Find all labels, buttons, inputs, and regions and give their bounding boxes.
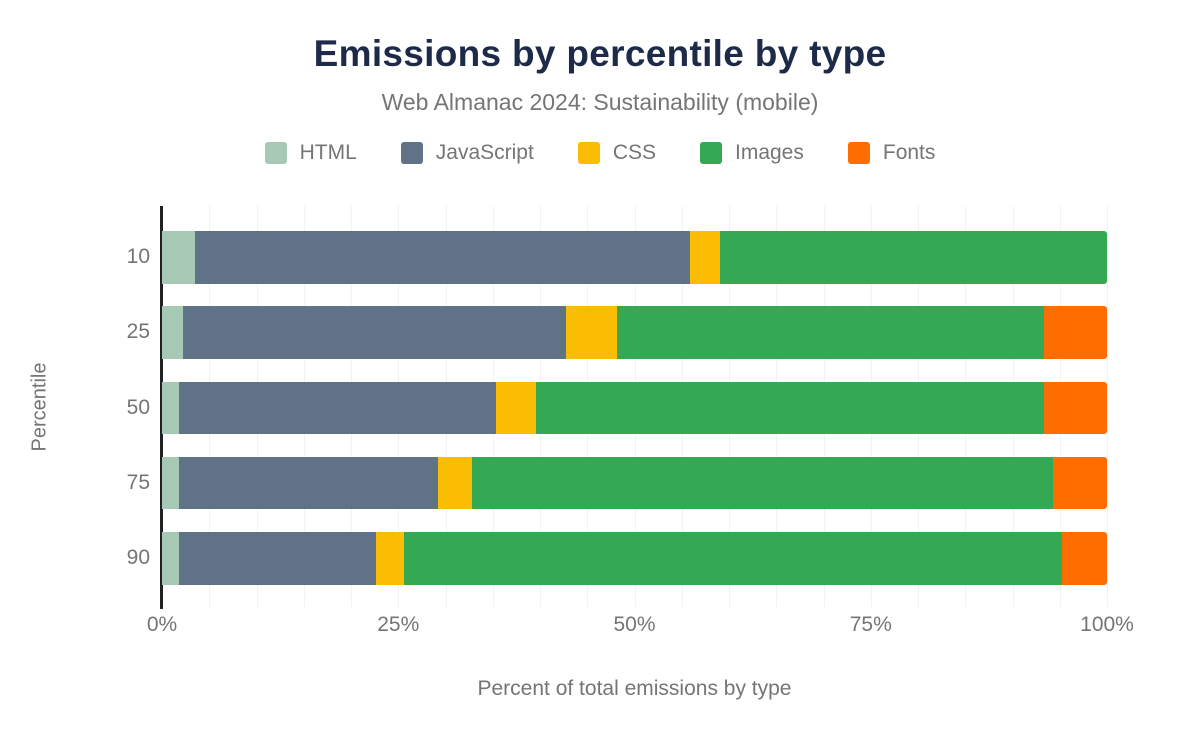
bar-segment-javascript-p10[interactable]: [195, 231, 691, 284]
bar-segment-html-p25[interactable]: [162, 306, 183, 359]
bar-segment-javascript-p25[interactable]: [182, 306, 566, 359]
plot-area: [160, 206, 1108, 609]
legend-label: JavaScript: [435, 141, 534, 164]
y-tick-label-50: 50: [126, 395, 150, 419]
y-axis-tick-labels: 10 25 50 75 90: [0, 206, 150, 607]
legend-item-javascript[interactable]: JavaScript: [400, 141, 534, 165]
legend-swatch-css: [577, 142, 600, 164]
legend-swatch-fonts: [847, 142, 870, 164]
bar-row-p90: [162, 532, 1107, 585]
legend-item-fonts[interactable]: Fonts: [847, 141, 936, 165]
bar-segment-css-p25[interactable]: [565, 306, 617, 359]
bar-segment-javascript-p50[interactable]: [179, 381, 496, 435]
bar-segment-fonts-p50[interactable]: [1043, 381, 1107, 435]
legend-swatch-images: [700, 142, 722, 164]
bar-segment-images-p90[interactable]: [403, 532, 1062, 585]
bar-row-p10: [162, 231, 1107, 284]
x-axis-tick-labels: 0% 25% 50% 75% 100%: [147, 613, 1134, 643]
bar-segment-css-p10[interactable]: [690, 231, 721, 284]
bar-segment-css-p50[interactable]: [495, 381, 537, 435]
y-axis-line: [160, 206, 163, 609]
y-tick-label-90: 90: [126, 546, 150, 570]
x-tick-label-25: 25%: [377, 613, 420, 636]
bar-segment-javascript-p75[interactable]: [179, 456, 438, 510]
bar-segment-html-p75[interactable]: [162, 456, 179, 510]
y-tick-label-25: 25: [126, 320, 150, 344]
bar-segment-fonts-p90[interactable]: [1061, 532, 1107, 585]
bar-segment-javascript-p90[interactable]: [179, 532, 376, 585]
chart-title: Emissions by percentile by type: [313, 33, 887, 74]
x-tick-label-75: 75%: [849, 613, 892, 636]
bar-segment-css-p90[interactable]: [375, 532, 404, 585]
legend-item-html[interactable]: HTML: [264, 141, 357, 165]
bar-segment-html-p90[interactable]: [162, 532, 179, 585]
bar-segment-images-p75[interactable]: [471, 456, 1054, 510]
x-tick-label-50: 50%: [613, 613, 656, 636]
bar-segment-css-p75[interactable]: [437, 456, 472, 510]
bar-row-p25: [162, 306, 1107, 359]
y-tick-label-75: 75: [126, 470, 150, 494]
legend-label: HTML: [299, 141, 357, 164]
gridline: [1107, 206, 1108, 607]
x-axis-title: Percent of total emissions by type: [477, 677, 792, 700]
legend-label: Fonts: [882, 141, 936, 164]
bar-segment-images-p25[interactable]: [616, 306, 1044, 359]
x-tick-label-0: 0%: [146, 613, 178, 636]
legend-label: Images: [735, 141, 804, 164]
legend-label: CSS: [612, 141, 656, 164]
legend-swatch-javascript: [400, 142, 423, 164]
bar-segment-images-p50[interactable]: [536, 381, 1044, 435]
legend-item-css[interactable]: CSS: [577, 141, 656, 165]
chart-subtitle: Web Almanac 2024: Sustainability (mobile…: [381, 89, 819, 115]
legend: HTML JavaScript CSS Images Fonts: [0, 141, 1200, 165]
legend-swatch-html: [264, 142, 287, 164]
bar-segment-images-p10[interactable]: [720, 231, 1107, 284]
x-tick-label-100: 100%: [1080, 613, 1134, 636]
bar-segment-html-p10[interactable]: [162, 231, 196, 284]
bar-segment-fonts-p25[interactable]: [1043, 306, 1107, 359]
bar-row-p50: [162, 381, 1107, 435]
bar-row-p75: [162, 456, 1107, 510]
bar-segment-html-p50[interactable]: [162, 381, 179, 435]
bar-segment-fonts-p75[interactable]: [1053, 456, 1107, 510]
y-axis-title: Percentile: [28, 362, 51, 452]
y-tick-label-10: 10: [126, 245, 150, 268]
legend-item-images[interactable]: Images: [700, 141, 804, 165]
